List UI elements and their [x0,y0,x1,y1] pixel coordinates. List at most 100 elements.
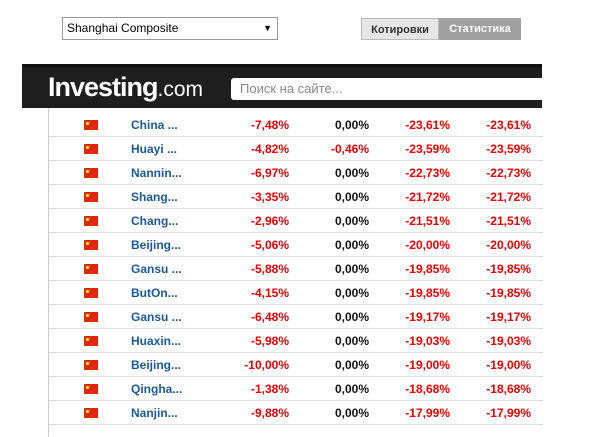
change-value: -19,00% [405,358,450,372]
stats-table: China ... -7,48% 0,00% -23,61% -23,61% Huayi … [48,108,543,437]
flag-icon [84,240,98,250]
change-value: 0,00% [334,262,369,276]
stock-name[interactable]: Gansu ... [131,310,182,324]
change-value: 0,00% [334,190,369,204]
change-value: -19,85% [405,262,450,276]
flag-icon [84,192,98,202]
stock-name[interactable]: Nannin... [131,166,182,180]
flag-icon [84,144,98,154]
change-value: -18,68% [486,382,531,396]
table-row: China ... -7,48% 0,00% -23,61% -23,61% [49,113,543,137]
table-row: Beijing... -10,00% 0,00% -19,00% -19,00% [49,353,543,377]
change-value: 0,00% [334,382,369,396]
index-select[interactable]: Shanghai Composite ▼ [62,17,278,40]
change-value: -18,68% [405,382,450,396]
change-value: 0,00% [334,238,369,252]
stock-name[interactable]: Qingha... [131,382,183,396]
change-value: -22,73% [486,166,531,180]
stock-name[interactable]: China ... [131,118,178,132]
change-value: -19,17% [405,310,450,324]
change-value: -21,51% [486,214,531,228]
change-value: -19,17% [486,310,531,324]
change-value: -22,73% [405,166,450,180]
dropdown-arrow: ▼ [263,23,272,33]
table-row: Chang... -2,96% 0,00% -21,51% -21,51% [49,209,543,233]
stock-name[interactable]: Chang... [131,214,179,228]
change-value: -17,99% [486,406,531,420]
quotes-tab[interactable]: Котировки [361,18,439,40]
change-value: -6,48% [250,310,289,324]
change-value: -10,00% [244,358,289,372]
change-value: 0,00% [334,286,369,300]
change-value: -2,96% [250,214,289,228]
change-value: -19,00% [486,358,531,372]
change-value: -5,06% [250,238,289,252]
flag-icon [84,312,98,322]
change-value: 0,00% [334,310,369,324]
flag-icon [84,288,98,298]
stock-name[interactable]: Shang... [131,190,178,204]
table-row: Huaxin... -5,98% 0,00% -19,03% -19,03% [49,329,543,353]
change-value: -19,03% [486,334,531,348]
change-value: -23,61% [486,118,531,132]
change-value: -20,00% [486,238,531,252]
change-value: -3,35% [250,190,289,204]
flag-icon [84,216,98,226]
change-value: -1,38% [250,382,289,396]
table-row: Nannin... -6,97% 0,00% -22,73% -22,73% [49,161,543,185]
flag-icon [84,336,98,346]
change-value: 0,00% [334,166,369,180]
table-row: Gansu ... -5,88% 0,00% -19,85% -19,85% [49,257,543,281]
stats-tab[interactable]: Статистика [439,18,521,40]
change-value: -5,88% [250,262,289,276]
flag-icon [84,264,98,274]
change-value: -19,85% [405,286,450,300]
change-value: -5,98% [250,334,289,348]
change-value: 0,00% [334,214,369,228]
stock-name[interactable]: Huayi ... [131,142,178,156]
change-value: -21,72% [486,190,531,204]
flag-icon [84,384,98,394]
table-row: Nanjin... -9,88% 0,00% -17,99% -17,99% [49,401,543,425]
change-value: -23,61% [405,118,450,132]
table-row: Huayi ... -4,82% -0,46% -23,59% -23,59% [49,137,543,161]
flag-icon [84,168,98,178]
change-value: -19,85% [486,286,531,300]
search-box[interactable]: Поиск на сайте... [231,78,542,100]
change-value: 0,00% [334,118,369,132]
change-value: -21,72% [405,190,450,204]
change-value: -4,82% [250,142,289,156]
stock-name[interactable]: ButOn... [131,286,178,300]
change-value: -19,03% [405,334,450,348]
table-row: Qingha... -1,38% 0,00% -18,68% -18,68% [49,377,543,401]
change-value: 0,00% [334,406,369,420]
logo-text: Investing [48,72,159,102]
table-row: Beijing... -5,06% 0,00% -20,00% -20,00% [49,233,543,257]
change-value: -9,88% [250,406,289,420]
change-value: -7,48% [250,118,289,132]
stock-name[interactable]: Beijing... [131,358,182,372]
table-row: Shang... -3,35% 0,00% -21,72% -21,72% [49,185,543,209]
change-value: 0,00% [334,358,369,372]
stock-name[interactable]: Huaxin... [131,334,182,348]
flag-icon [84,360,98,370]
change-value: -6,97% [250,166,289,180]
change-value: -20,00% [405,238,450,252]
logo[interactable]: Investing.com [48,72,203,103]
table-row: Gansu ... -6,48% 0,00% -19,17% -19,17% [49,305,543,329]
table-row: ButOn... -4,15% 0,00% -19,85% -19,85% [49,281,543,305]
flag-icon [84,408,98,418]
change-value: -4,15% [250,286,289,300]
select-value: Shanghai Composite [67,21,179,35]
stock-name[interactable]: Nanjin... [131,406,178,420]
change-value: -23,59% [486,142,531,156]
change-value: -19,85% [486,262,531,276]
change-value: -17,99% [405,406,450,420]
change-value: 0,00% [334,334,369,348]
flag-icon [84,120,98,130]
stock-name[interactable]: Gansu ... [131,262,182,276]
stock-name[interactable]: Beijing... [131,238,182,252]
logo-suffix: .com [157,78,204,101]
change-value: -21,51% [405,214,450,228]
